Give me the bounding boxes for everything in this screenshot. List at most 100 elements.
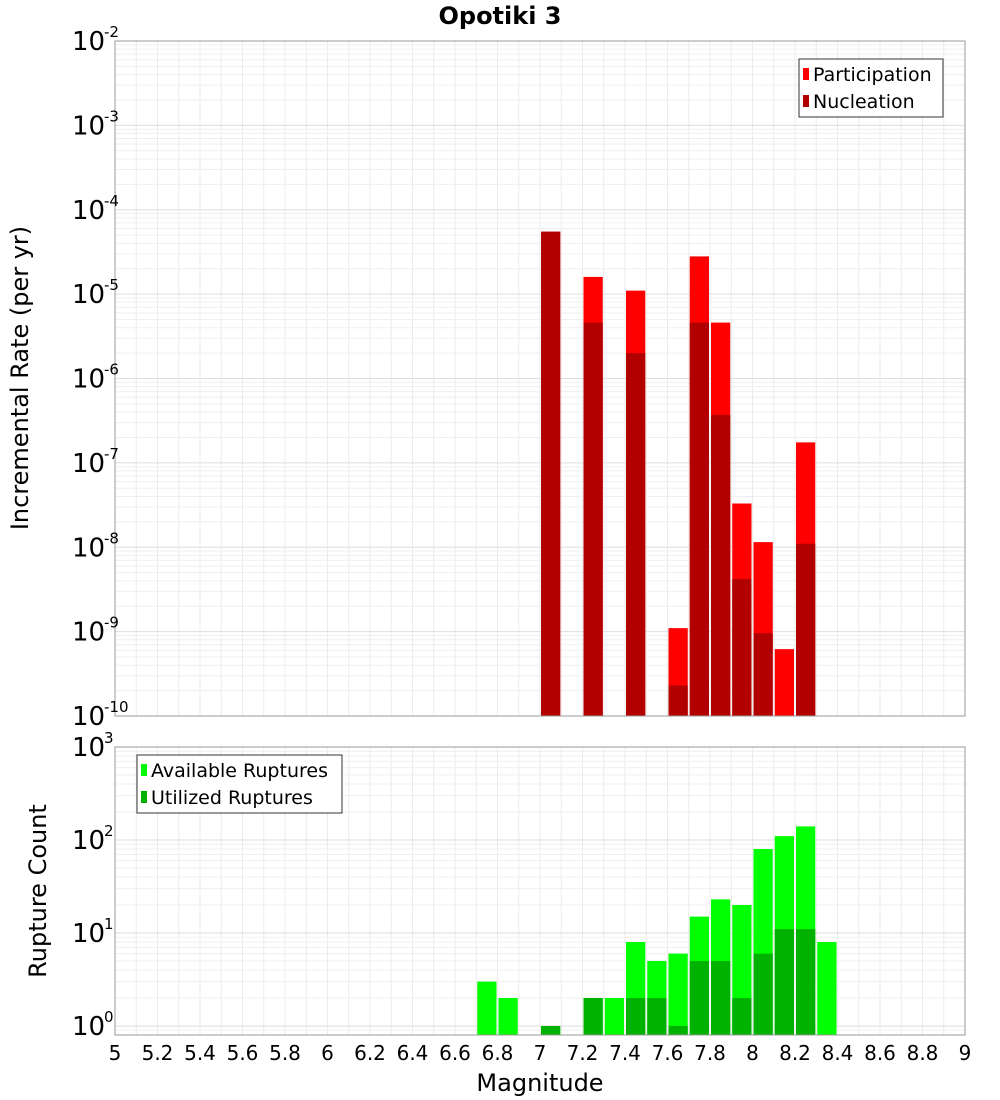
y-axis-label: Incremental Rate (per yr)	[6, 226, 34, 530]
utilized-ruptures-bar	[796, 929, 816, 1035]
utilized-ruptures-bar	[753, 953, 773, 1035]
plot-frame	[114, 40, 966, 717]
legend-label: Available Ruptures	[151, 760, 328, 782]
x-tick-label: 5.6	[227, 1041, 259, 1065]
y-tick-exponent: -4	[104, 192, 119, 210]
y-tick-label: 102	[72, 822, 114, 856]
utilized-ruptures-bar	[583, 997, 603, 1035]
y-tick-label: 10-4	[72, 192, 119, 226]
y-tick-exponent: -8	[104, 529, 119, 547]
nucleation-bar	[753, 633, 773, 716]
x-tick-label: 9	[959, 1041, 972, 1065]
legend-swatch	[141, 791, 147, 803]
x-tick-label: 7.4	[609, 1041, 641, 1065]
legend-box	[136, 754, 343, 814]
y-tick-base: 10	[72, 826, 105, 856]
y-tick-label: 103	[72, 729, 114, 763]
y-tick-exponent: 2	[104, 822, 114, 840]
grid	[114, 40, 966, 717]
nucleation-bar	[732, 579, 752, 716]
legend-label: Participation	[813, 64, 932, 86]
y-tick-base: 10	[72, 919, 105, 949]
nucleation-bar	[583, 322, 603, 716]
x-tick-label: 6.8	[482, 1041, 514, 1065]
y-tick-exponent: 1	[104, 915, 114, 933]
y-tick-base: 10	[72, 733, 105, 763]
nucleation-bar	[626, 353, 646, 716]
x-tick-label: 6	[321, 1041, 334, 1065]
y-tick-label: 100	[72, 1008, 114, 1042]
utilized-ruptures-bar	[541, 1025, 561, 1035]
legend-swatch	[803, 68, 809, 80]
x-tick-label: 8.6	[864, 1041, 896, 1065]
x-tick-label: 6.2	[354, 1041, 386, 1065]
x-tick-label: 8	[746, 1041, 759, 1065]
y-tick-base: 10	[72, 27, 105, 57]
y-tick-exponent: -5	[104, 276, 119, 294]
available-ruptures-bar	[477, 981, 497, 1035]
available-ruptures-bar	[668, 953, 688, 1035]
utilized-ruptures-bar	[689, 960, 709, 1035]
chart-title: Opotiki 3	[438, 2, 561, 30]
nucleation-bar	[711, 414, 731, 716]
y-tick-base: 10	[72, 702, 105, 732]
legend-swatch	[141, 764, 147, 776]
bars	[477, 826, 837, 1035]
y-axis-label: Rupture Count	[24, 804, 52, 978]
utilized-ruptures-bar	[774, 929, 794, 1035]
x-tick-label: 5	[109, 1041, 122, 1065]
y-tick-exponent: -2	[104, 23, 119, 41]
nucleation-bar	[796, 543, 816, 716]
legend-label: Nucleation	[813, 91, 915, 113]
y-tick-label: 10-5	[72, 276, 119, 310]
utilized-ruptures-bar	[647, 997, 667, 1035]
x-tick-label: 7.2	[567, 1041, 599, 1065]
y-tick-base: 10	[72, 449, 105, 479]
x-axis: 5 5.2 5.4 5.6 5.8 6 6.2 6.4 6.6 6.8 7 7.2 7.4 7.6 7.8 8…	[109, 1041, 972, 1065]
utilized-ruptures-bar	[668, 1025, 688, 1035]
available-ruptures-bar	[604, 997, 624, 1035]
y-tick-base: 10	[72, 196, 105, 226]
x-tick-label: 5.2	[142, 1041, 174, 1065]
rate-panel: 10-1010-910-810-710-610-510-410-310-2Inc…	[6, 23, 966, 732]
y-tick-label: 10-10	[72, 698, 129, 732]
y-tick-base: 10	[72, 365, 105, 395]
y-tick-exponent: 0	[104, 1008, 114, 1026]
participation-bar	[774, 649, 794, 716]
nucleation-bar	[668, 685, 688, 716]
x-tick-label: 5.8	[269, 1041, 301, 1065]
x-tick-label: 5.4	[184, 1041, 216, 1065]
y-tick-base: 10	[72, 111, 105, 141]
plot-frame	[114, 746, 966, 1036]
y-tick-label: 10-3	[72, 107, 119, 141]
utilized-ruptures-bar	[732, 997, 752, 1035]
y-tick-base: 10	[72, 533, 105, 563]
y-tick-base: 10	[72, 1012, 105, 1042]
y-tick-label: 10-9	[72, 614, 119, 648]
x-tick-label: 7	[534, 1041, 547, 1065]
x-tick-label: 8.8	[907, 1041, 939, 1065]
legend: Participation Nucleation	[798, 58, 944, 118]
x-tick-label: 7.8	[694, 1041, 726, 1065]
nucleation-bar	[689, 322, 709, 716]
x-axis-label: Magnitude	[476, 1069, 603, 1097]
y-tick-exponent: -6	[104, 361, 119, 379]
y-tick-exponent: 3	[104, 729, 114, 747]
y-tick-exponent: -10	[104, 698, 129, 716]
y-tick-label: 10-8	[72, 529, 119, 563]
y-tick-base: 10	[72, 280, 105, 310]
y-tick-exponent: -9	[104, 614, 119, 632]
available-ruptures-bar	[817, 942, 837, 1035]
y-tick-label: 101	[72, 915, 114, 949]
y-tick-label: 10-7	[72, 445, 119, 479]
x-tick-label: 6.6	[439, 1041, 471, 1065]
utilized-ruptures-bar	[711, 960, 731, 1035]
y-tick-label: 10-6	[72, 361, 119, 395]
nucleation-bar	[541, 231, 561, 716]
bars	[541, 231, 816, 716]
x-tick-label: 8.2	[779, 1041, 811, 1065]
y-tick-exponent: -3	[104, 107, 119, 125]
x-tick-label: 8.4	[822, 1041, 854, 1065]
x-tick-label: 7.6	[652, 1041, 684, 1065]
